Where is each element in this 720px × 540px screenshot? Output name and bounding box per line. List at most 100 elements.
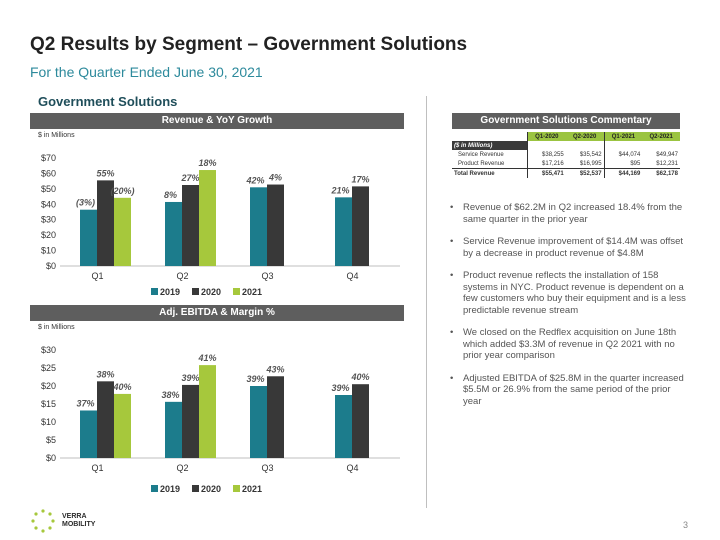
bar-2021-Q1	[114, 197, 131, 266]
logo-line-2: MOBILITY	[62, 521, 96, 528]
legend-swatch	[192, 485, 199, 492]
table-col-header: Q1-2020	[526, 132, 566, 141]
bar-2019-Q4	[335, 395, 352, 458]
legend-swatch	[233, 485, 240, 492]
bar-2020-Q4	[352, 186, 369, 266]
data-label: 38%	[161, 390, 179, 400]
table-row-label: Product Revenue	[458, 160, 505, 167]
ebitda-chart: $0$5$10$15$20$25$30Q137%38%40%Q238%39%41…	[41, 345, 400, 494]
legend-label: 2021	[242, 287, 262, 297]
bar-2020-Q2	[182, 185, 199, 266]
data-label: 39%	[181, 373, 199, 383]
legend-label: 2020	[201, 287, 221, 297]
column-divider	[426, 96, 427, 508]
data-label: 4%	[268, 173, 282, 183]
commentary-bullets: Revenue of $62.2M in Q2 increased 18.4% …	[446, 202, 690, 418]
bar-2020-Q3	[267, 376, 284, 458]
data-label: 37%	[76, 398, 94, 408]
y-tick-label: $10	[41, 417, 56, 427]
bar-2019-Q1	[80, 209, 97, 266]
table-total-row: Total Revenue $55,471 $52,537 $44,169 $6…	[452, 168, 680, 178]
table-cell: $16,995	[579, 160, 602, 167]
bar-2019-Q1	[80, 410, 97, 458]
table-row-label: Total Revenue	[452, 168, 528, 178]
y-tick-label: $10	[41, 246, 56, 256]
bar-2021-Q2	[199, 365, 216, 458]
table-cell: $44,074	[603, 150, 643, 159]
table-cell: $95	[603, 159, 643, 169]
x-tick-label: Q1	[91, 463, 103, 473]
y-tick-label: $20	[41, 381, 56, 391]
data-label: 55%	[96, 168, 114, 178]
y-tick-label: $25	[41, 363, 56, 373]
y-tick-label: $0	[46, 261, 56, 271]
data-label: 43%	[265, 364, 284, 374]
table-cell: $38,255	[526, 150, 566, 159]
commentary-header: Government Solutions Commentary	[452, 113, 680, 129]
x-tick-label: Q4	[346, 271, 358, 281]
bullet-item: Product revenue reflects the installatio…	[446, 270, 690, 316]
bar-2020-Q3	[267, 184, 284, 266]
x-tick-label: Q2	[176, 463, 188, 473]
bar-2019-Q2	[165, 201, 182, 266]
y-tick-label: $70	[41, 153, 56, 163]
table-cell: $17,216	[526, 159, 566, 169]
data-label: (20%)	[110, 186, 134, 196]
table-row-label: Service Revenue	[458, 151, 504, 158]
revenue-table: Q1-2020 Q2-2020 Q1-2021 Q2-2021 ($ in Mi…	[452, 132, 680, 178]
revenue-chart: $0 $10 $20 $30 $40 $50 $60 $70 Q1 (3%) 55% (20%) Q2 8…	[41, 153, 400, 297]
table-unit-label: ($ in Millions)	[452, 141, 528, 150]
table-cell: $49,947	[656, 151, 678, 158]
x-tick-label: Q3	[261, 271, 273, 281]
bar-2020-Q2	[182, 384, 199, 458]
x-tick-label: Q4	[346, 463, 358, 473]
data-label: 40%	[112, 382, 131, 392]
legend-label: 2020	[201, 484, 221, 494]
bar-2019-Q3	[250, 187, 267, 266]
data-label: 27%	[180, 173, 199, 183]
table-row: Service Revenue $38,255 $35,542 $44,074 …	[452, 150, 680, 159]
legend-swatch	[151, 288, 158, 295]
y-tick-label: $30	[41, 345, 56, 355]
bar-2020-Q1	[97, 180, 114, 266]
y-tick-label: $60	[41, 168, 56, 178]
page-subtitle: For the Quarter Ended June 30, 2021	[30, 64, 263, 80]
data-label: 39%	[331, 383, 349, 393]
bar-2019-Q3	[250, 386, 267, 458]
table-cell: $44,169	[603, 168, 643, 178]
table-cell: $62,178	[642, 168, 680, 178]
section-title: Government Solutions	[38, 94, 178, 109]
y-tick-label: $0	[46, 453, 56, 463]
x-tick-label: Q3	[261, 463, 273, 473]
ebitda-chart-header: Adj. EBITDA & Margin %	[30, 305, 404, 321]
bar-2019-Q2	[165, 401, 182, 458]
table-cell: $52,537	[565, 168, 605, 178]
x-tick-label: Q2	[176, 271, 188, 281]
y-tick-label: $50	[41, 184, 56, 194]
y-tick-label: $5	[46, 435, 56, 445]
data-label: 41%	[197, 353, 216, 363]
table-unit-row: ($ in Millions)	[452, 141, 680, 150]
star-ring-icon	[31, 509, 55, 533]
data-label: 39%	[246, 374, 264, 384]
data-label: 8%	[164, 190, 177, 200]
revenue-chart-header: Revenue & YoY Growth	[30, 113, 404, 129]
bar-2020-Q1	[97, 381, 114, 458]
bullet-item: Revenue of $62.2M in Q2 increased 18.4% …	[446, 202, 690, 225]
legend-swatch	[233, 288, 240, 295]
bar-2019-Q4	[335, 197, 352, 266]
table-header-row: Q1-2020 Q2-2020 Q1-2021 Q2-2021	[452, 132, 680, 141]
table-col-header: Q2-2021	[642, 132, 680, 141]
bar-2020-Q4	[352, 384, 369, 458]
page-title: Q2 Results by Segment – Government Solut…	[30, 34, 468, 55]
ebitda-chart-units: $ in Millions	[38, 324, 75, 331]
table-row: Product Revenue $17,216 $16,995 $95 $12,…	[452, 159, 680, 169]
legend-label: 2019	[160, 484, 180, 494]
bullet-item: Service Revenue improvement of $14.4M wa…	[446, 236, 690, 259]
table-cell: $12,231	[656, 160, 678, 167]
table-cell: $35,542	[579, 151, 602, 158]
bar-2021-Q1	[114, 393, 131, 458]
bar-2021-Q2	[199, 170, 216, 266]
y-tick-label: $30	[41, 215, 56, 225]
legend-label: 2021	[242, 484, 262, 494]
